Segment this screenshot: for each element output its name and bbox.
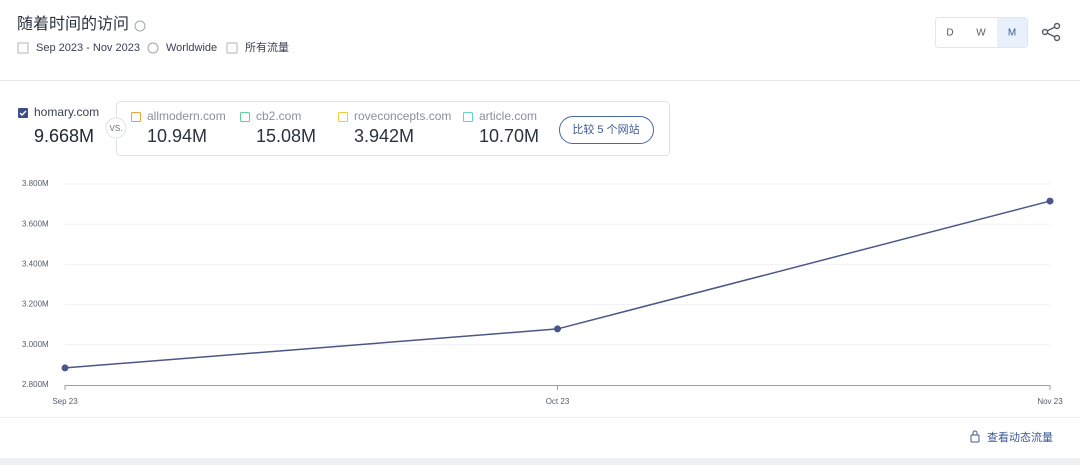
competitor-name: cb2.com [256,109,301,123]
competitor-name: roveconcepts.com [354,109,451,123]
series-line [64,200,1051,369]
footer-link[interactable]: 查看动态流量 [987,430,1053,444]
date-range: Sep 2023 - Nov 2023 [36,42,140,54]
info-icon[interactable] [134,20,146,32]
traffic: 所有流量 [245,40,289,54]
toggle-selected [997,18,1027,47]
y-tick-label: 2.800M [22,380,49,389]
lock-icon [970,434,980,443]
vs: VS. [110,124,123,133]
y-tick-label: 3.600M [22,219,49,228]
competitor-name: article.com [479,109,537,123]
y-tick-label: 3.800M [22,179,49,188]
data-point [61,364,69,372]
share-icon[interactable] [1041,22,1061,42]
lock-shackle [972,430,978,435]
compare-button[interactable] [559,116,654,144]
main-site-value: 9.668M [34,126,94,146]
competitor-checkbox[interactable] [240,112,250,122]
x-tick-label: Nov 23 [1037,397,1063,406]
compare-button-label[interactable]: 比较 5 个网站 [572,122,639,136]
globe-icon [147,42,159,54]
main-checkbox[interactable] [18,108,28,118]
title: 随着时间的访问 [17,15,129,33]
competitor-value: 10.70M [479,126,539,146]
granularity-option[interactable]: M [1008,28,1016,39]
data-point [1046,197,1054,205]
calendar-icon [17,42,29,54]
competitor-value: 15.08M [256,126,316,146]
granularity-option[interactable]: W [976,28,986,39]
bottom-strip [0,458,1080,465]
vs-circle [105,117,127,139]
competitor-checkbox[interactable] [338,112,348,122]
y-tick-label: 3.000M [22,340,49,349]
competitor-checkbox[interactable] [131,112,141,122]
y-tick-label: 3.400M [22,260,49,269]
granularity [935,17,1028,48]
x-tick-label: Oct 23 [546,397,570,406]
traffic-icon [226,42,238,54]
data-point [554,325,561,333]
competitor-checkbox[interactable] [463,112,473,122]
x-tick-label: Sep 23 [52,397,78,406]
main-site-name: homary.com [34,105,99,119]
competitor-value: 3.942M [354,126,414,146]
competitor-value: 10.94M [147,126,207,146]
check [19,110,27,116]
region: Worldwide [166,42,217,54]
y-tick-label: 3.200M [22,300,49,309]
competitor-name: allmodern.com [147,109,226,123]
granularity-option[interactable]: D [946,28,953,39]
